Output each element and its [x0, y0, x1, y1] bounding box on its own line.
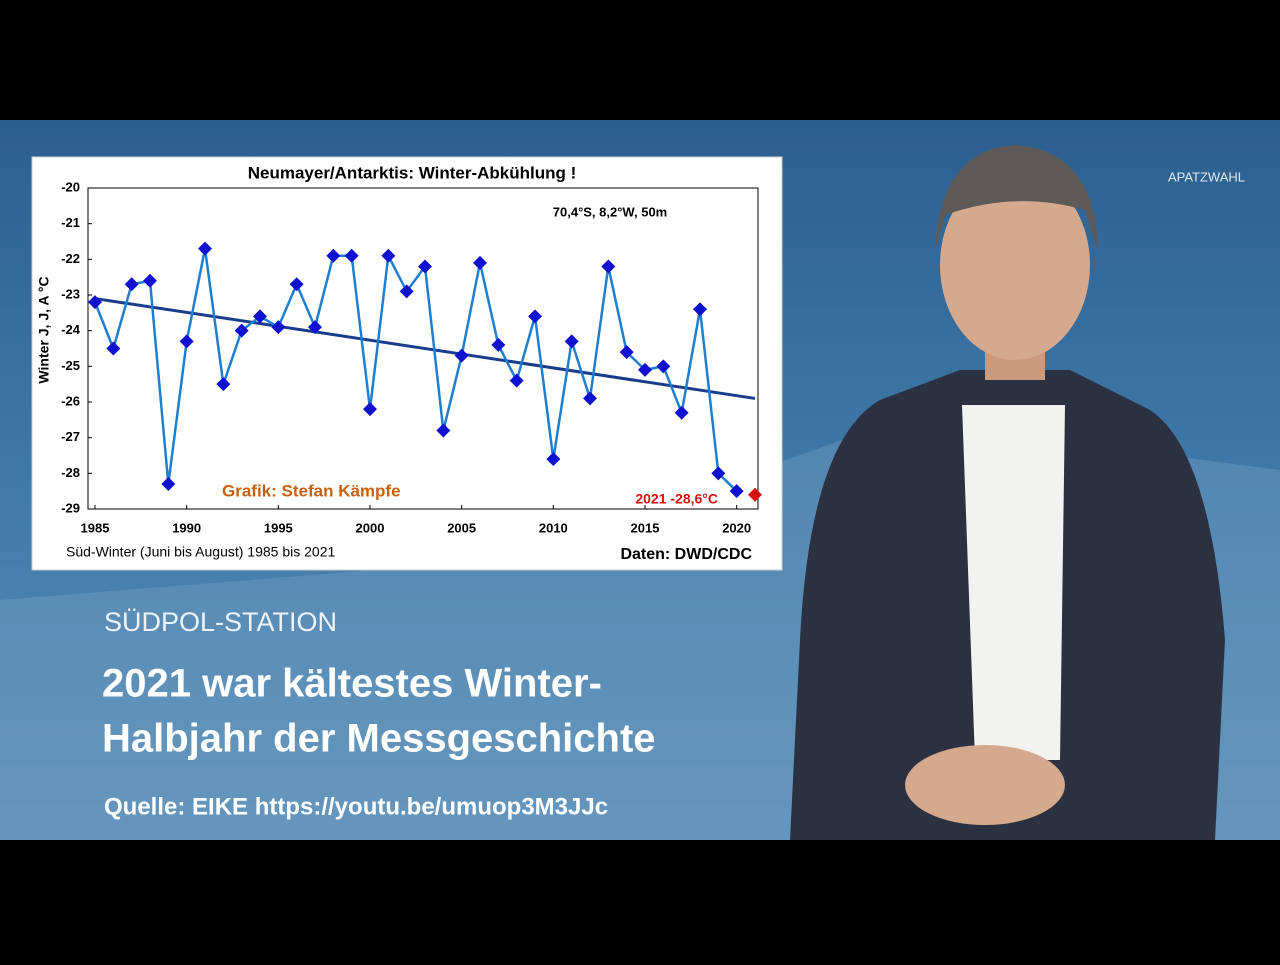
- y-tick-label: -25: [61, 358, 80, 373]
- data-point: [509, 373, 524, 388]
- caption: Süd-Winter (Juni bis August) 1985 bis 20…: [66, 544, 335, 560]
- data-point: [271, 320, 286, 335]
- data-point: [656, 359, 671, 374]
- data-point: [418, 259, 432, 274]
- presenter: [790, 145, 1225, 840]
- data-point: [88, 295, 102, 310]
- data-point: [693, 302, 707, 317]
- data-point: [308, 320, 322, 335]
- chart-panel: [31, 156, 783, 571]
- data-point: [674, 405, 689, 420]
- data-point: [454, 348, 469, 363]
- data-point: [106, 341, 121, 356]
- chart-title: Neumayer/Antarktis: Winter-Abkühlung !: [248, 163, 577, 182]
- data-point: [179, 334, 194, 349]
- letterbox-top: [0, 0, 1280, 120]
- data-point: [711, 466, 726, 481]
- y-tick-label: -24: [61, 322, 81, 337]
- y-tick-label: -29: [61, 500, 80, 515]
- data-source: Daten: DWD/CDC: [620, 546, 752, 563]
- y-tick-label: -22: [61, 251, 80, 266]
- data-point: [638, 362, 652, 377]
- source-line: Quelle: EIKE https://youtu.be/umuop3M3JJ…: [104, 793, 608, 820]
- data-point: [289, 277, 304, 292]
- plot-frame: [87, 187, 759, 510]
- data-point: [583, 391, 597, 406]
- data-point: [399, 284, 414, 299]
- data-point: [564, 334, 579, 349]
- x-tick-label: 2000: [356, 520, 385, 535]
- highlight-label: 2021 -28,6°C: [635, 491, 718, 507]
- x-tick-label: 2005: [447, 520, 476, 535]
- kicker: SÜDPOL-STATION: [104, 607, 337, 637]
- x-tick-label: 1990: [172, 520, 201, 535]
- data-point: [161, 477, 176, 492]
- x-tick-label: 2010: [539, 520, 568, 535]
- data-point: [143, 273, 157, 288]
- y-tick-label: -26: [61, 393, 80, 408]
- letterbox-bottom: [0, 840, 1280, 960]
- data-point: [198, 241, 212, 256]
- data-point: [326, 248, 341, 263]
- y-tick-label: -21: [61, 215, 80, 230]
- data-point: [729, 484, 744, 499]
- data-point: [619, 345, 634, 360]
- data-point: [234, 323, 249, 338]
- location-note: 70,4°S, 8,2°W, 50m: [553, 204, 667, 219]
- data-point: [436, 423, 451, 438]
- data-point: [491, 337, 506, 352]
- x-tick-label: 1995: [264, 520, 293, 535]
- data-point: [363, 402, 377, 417]
- channel-watermark: APATZWAHL: [1168, 169, 1245, 184]
- data-point: [601, 259, 616, 274]
- trend-line: [94, 297, 756, 400]
- data-point: [528, 309, 542, 324]
- y-tick-label: -28: [61, 465, 80, 480]
- y-tick-label: -27: [61, 429, 80, 444]
- x-tick-label: 1985: [81, 520, 110, 535]
- y-tick-label: -23: [61, 286, 80, 301]
- y-tick-label: -20: [61, 179, 80, 194]
- headline-line: 2021 war kältestes Winter-: [102, 662, 602, 706]
- credit: Grafik: Stefan Kämpfe: [222, 481, 401, 500]
- data-point: [253, 309, 267, 324]
- data-point: [344, 248, 359, 263]
- highlight-point: [748, 487, 762, 502]
- data-point: [124, 277, 139, 292]
- data-point: [381, 248, 396, 263]
- y-axis-label: Winter J, J, A °C: [36, 276, 52, 383]
- data-point: [473, 255, 487, 270]
- data-point: [216, 377, 231, 392]
- x-tick-label: 2020: [722, 520, 751, 535]
- data-point: [546, 452, 561, 467]
- headline-line: Halbjahr der Messgeschichte: [102, 717, 656, 761]
- x-tick-label: 2015: [631, 520, 660, 535]
